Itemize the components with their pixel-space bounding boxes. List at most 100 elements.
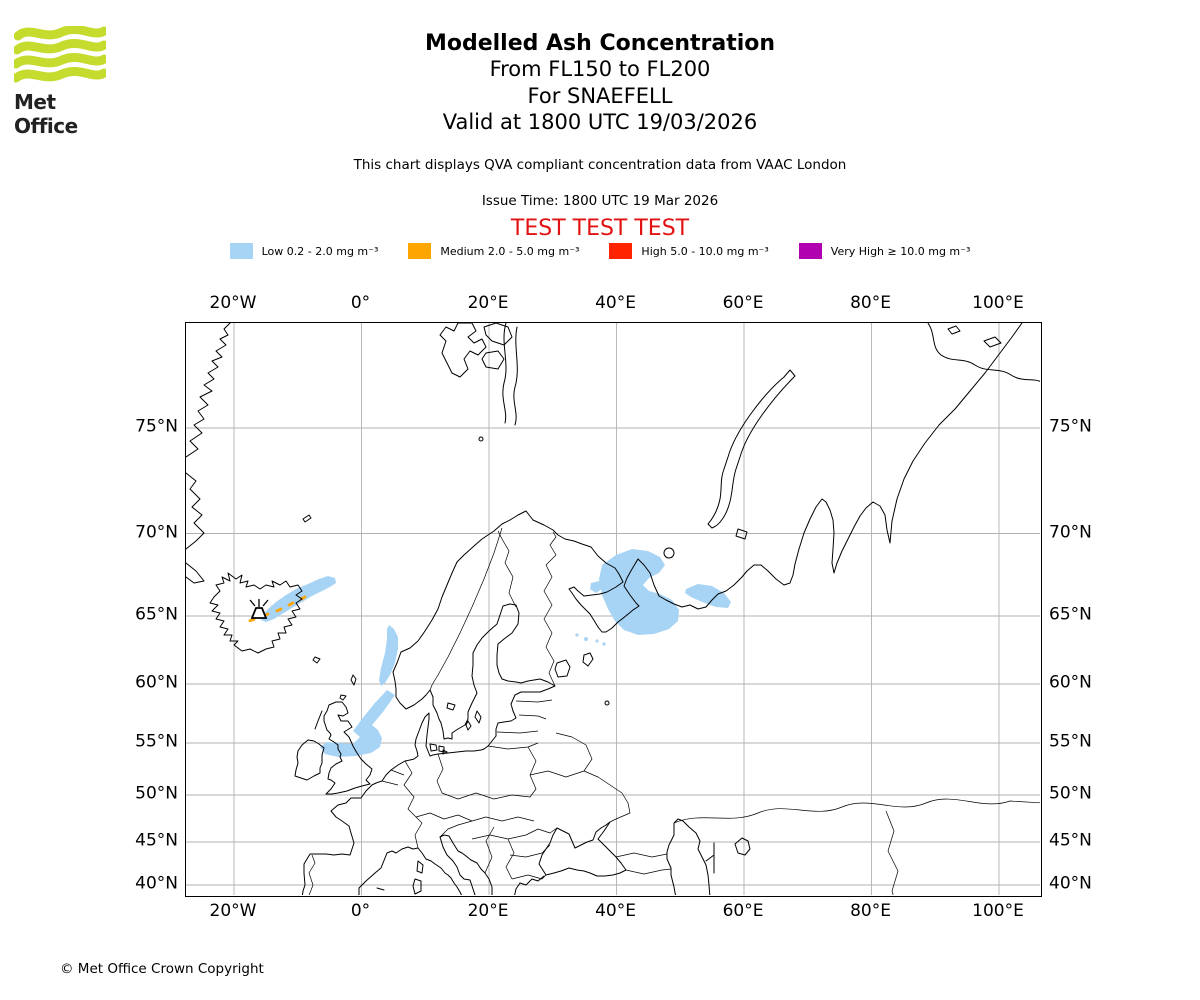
lon-label-bottom-0: 20°W [209, 901, 257, 921]
lat-label-left-2: 65°N [135, 604, 178, 625]
lat-label-right-0: 75°N [1049, 416, 1092, 437]
coastline-iceland [209, 572, 303, 654]
coastline-adriatic [439, 834, 493, 895]
met-office-waves-icon [11, 24, 109, 83]
header: Modelled Ash Concentration From FL150 to… [0, 0, 1200, 241]
coastline-novaya-zemlya [707, 369, 796, 529]
map-area [185, 322, 1042, 897]
lake-rybinsk [604, 700, 610, 706]
medium-ash-mark-2 [275, 607, 283, 613]
legend-swatch-very-high [798, 243, 822, 259]
lat-label-right-1: 70°N [1049, 522, 1092, 543]
coastline-black-sea [538, 821, 627, 877]
coastlines [186, 323, 1040, 895]
legend-item-high: High 5.0 - 10.0 mg m⁻³ [609, 243, 769, 259]
lat-label-right-4: 55°N [1049, 731, 1092, 752]
coastline-greenland [186, 323, 231, 584]
legend-item-very-high: Very High ≥ 10.0 mg m⁻³ [798, 243, 971, 259]
lat-label-right-3: 60°N [1049, 672, 1092, 693]
copyright-notice: © Met Office Crown Copyright [60, 961, 264, 977]
legend-label-medium: Medium 2.0 - 5.0 mg m⁻³ [440, 244, 580, 258]
lat-label-left-0: 75°N [135, 416, 178, 437]
lat-label-left-1: 70°N [135, 522, 178, 543]
met-office-logo: Met Office [11, 24, 114, 138]
lat-label-right-7: 40°N [1049, 873, 1092, 894]
lake-ladoga [554, 659, 571, 678]
norway-plume [379, 625, 398, 686]
test-banner: TEST TEST TEST [510, 215, 690, 241]
lat-label-left-5: 50°N [135, 783, 178, 804]
lat-label-left-4: 55°N [135, 731, 178, 752]
lon-label-top-6: 100°E [972, 293, 1024, 313]
lake-onega [582, 652, 594, 667]
legend-item-medium: Medium 2.0 - 5.0 mg m⁻³ [408, 243, 579, 259]
lake-vanern [446, 702, 456, 711]
coastline-vaygach [735, 528, 748, 540]
lon-label-top-4: 60°E [722, 293, 764, 313]
lon-label-top-5: 80°E [850, 293, 891, 313]
lat-label-left-3: 60°N [135, 672, 178, 693]
lon-label-bottom-3: 40°E [595, 901, 636, 921]
border-iberia [308, 854, 316, 895]
coastline-west-mediterranean [358, 846, 463, 895]
white-sea-plume-west-lobe [590, 581, 603, 593]
lat-label-right-2: 65°N [1049, 604, 1092, 625]
coastline-mainland [301, 323, 1023, 895]
faroe-islands [312, 656, 321, 664]
legend-swatch-high [609, 243, 633, 259]
arctic-island [947, 325, 1002, 348]
coastline-svalbard [439, 323, 513, 378]
lon-label-bottom-2: 20°E [467, 901, 509, 921]
lon-label-top-1: 0° [350, 293, 371, 313]
legend-label-very-high: Very High ≥ 10.0 mg m⁻³ [830, 244, 971, 258]
border-baltics [487, 699, 553, 750]
met-office-logo-text: Met Office [14, 90, 78, 138]
lat-label-left-6: 45°N [135, 830, 178, 851]
coastline-great-britain [323, 701, 373, 795]
aral-sea [734, 837, 751, 856]
coastline-aegean [514, 875, 545, 895]
country-borders [308, 527, 1040, 895]
shetland [350, 674, 357, 686]
lon-label-bottom-6: 100°E [972, 901, 1024, 921]
lon-label-bottom-5: 80°E [850, 901, 891, 921]
ash-speck-3 [602, 642, 606, 646]
coastline-ireland [294, 739, 325, 781]
coastline-arctic-slivers [502, 323, 518, 426]
legend-swatch-medium [408, 243, 432, 259]
lon-label-top-3: 40°E [595, 293, 636, 313]
legend-label-low: Low 0.2 - 2.0 mg m⁻³ [261, 244, 379, 258]
legend-item-low: Low 0.2 - 2.0 mg m⁻³ [229, 243, 379, 259]
border-scandinavia [429, 527, 557, 691]
bear-island [478, 436, 484, 442]
baltic-islands [429, 710, 482, 755]
border-eastern-europe [529, 732, 631, 823]
scotland-plume [320, 690, 395, 757]
qva-description: This chart displays QVA compliant concen… [353, 156, 847, 173]
europe-map [186, 323, 1040, 895]
legend-label-high: High 5.0 - 10.0 mg m⁻³ [641, 244, 769, 258]
chart-subtitle-volcano: For SNAEFELL [527, 83, 673, 108]
border-central-europe [381, 746, 537, 849]
border-balkans [471, 816, 558, 880]
medium-ash-mark-3 [287, 601, 295, 607]
pechora-plume [685, 584, 731, 608]
ash-concentration-legend: Low 0.2 - 2.0 mg m⁻³ Medium 2.0 - 5.0 mg … [0, 243, 1200, 259]
ash-speck-1 [584, 637, 588, 641]
hebrides [314, 710, 323, 730]
lon-label-bottom-1: 0° [350, 901, 371, 921]
lon-label-top-0: 20°W [209, 293, 257, 313]
corsica-sardinia [376, 860, 424, 895]
chart-subtitle-valid-time: Valid at 1800 UTC 19/03/2026 [442, 110, 758, 134]
border-caucasus [615, 852, 672, 875]
lat-label-right-5: 50°N [1049, 783, 1092, 804]
lon-label-top-2: 20°E [467, 293, 509, 313]
issue-time: Issue Time: 1800 UTC 19 Mar 2026 [481, 192, 719, 209]
legend-swatch-low [229, 243, 253, 259]
volcano-eruption-rays-icon [249, 599, 269, 607]
ash-speck-0 [575, 633, 579, 637]
lat-label-left-7: 40°N [135, 873, 178, 894]
volcano-marker [249, 599, 269, 619]
jan-mayen [302, 514, 312, 523]
border-kazakhstan [673, 798, 1040, 895]
